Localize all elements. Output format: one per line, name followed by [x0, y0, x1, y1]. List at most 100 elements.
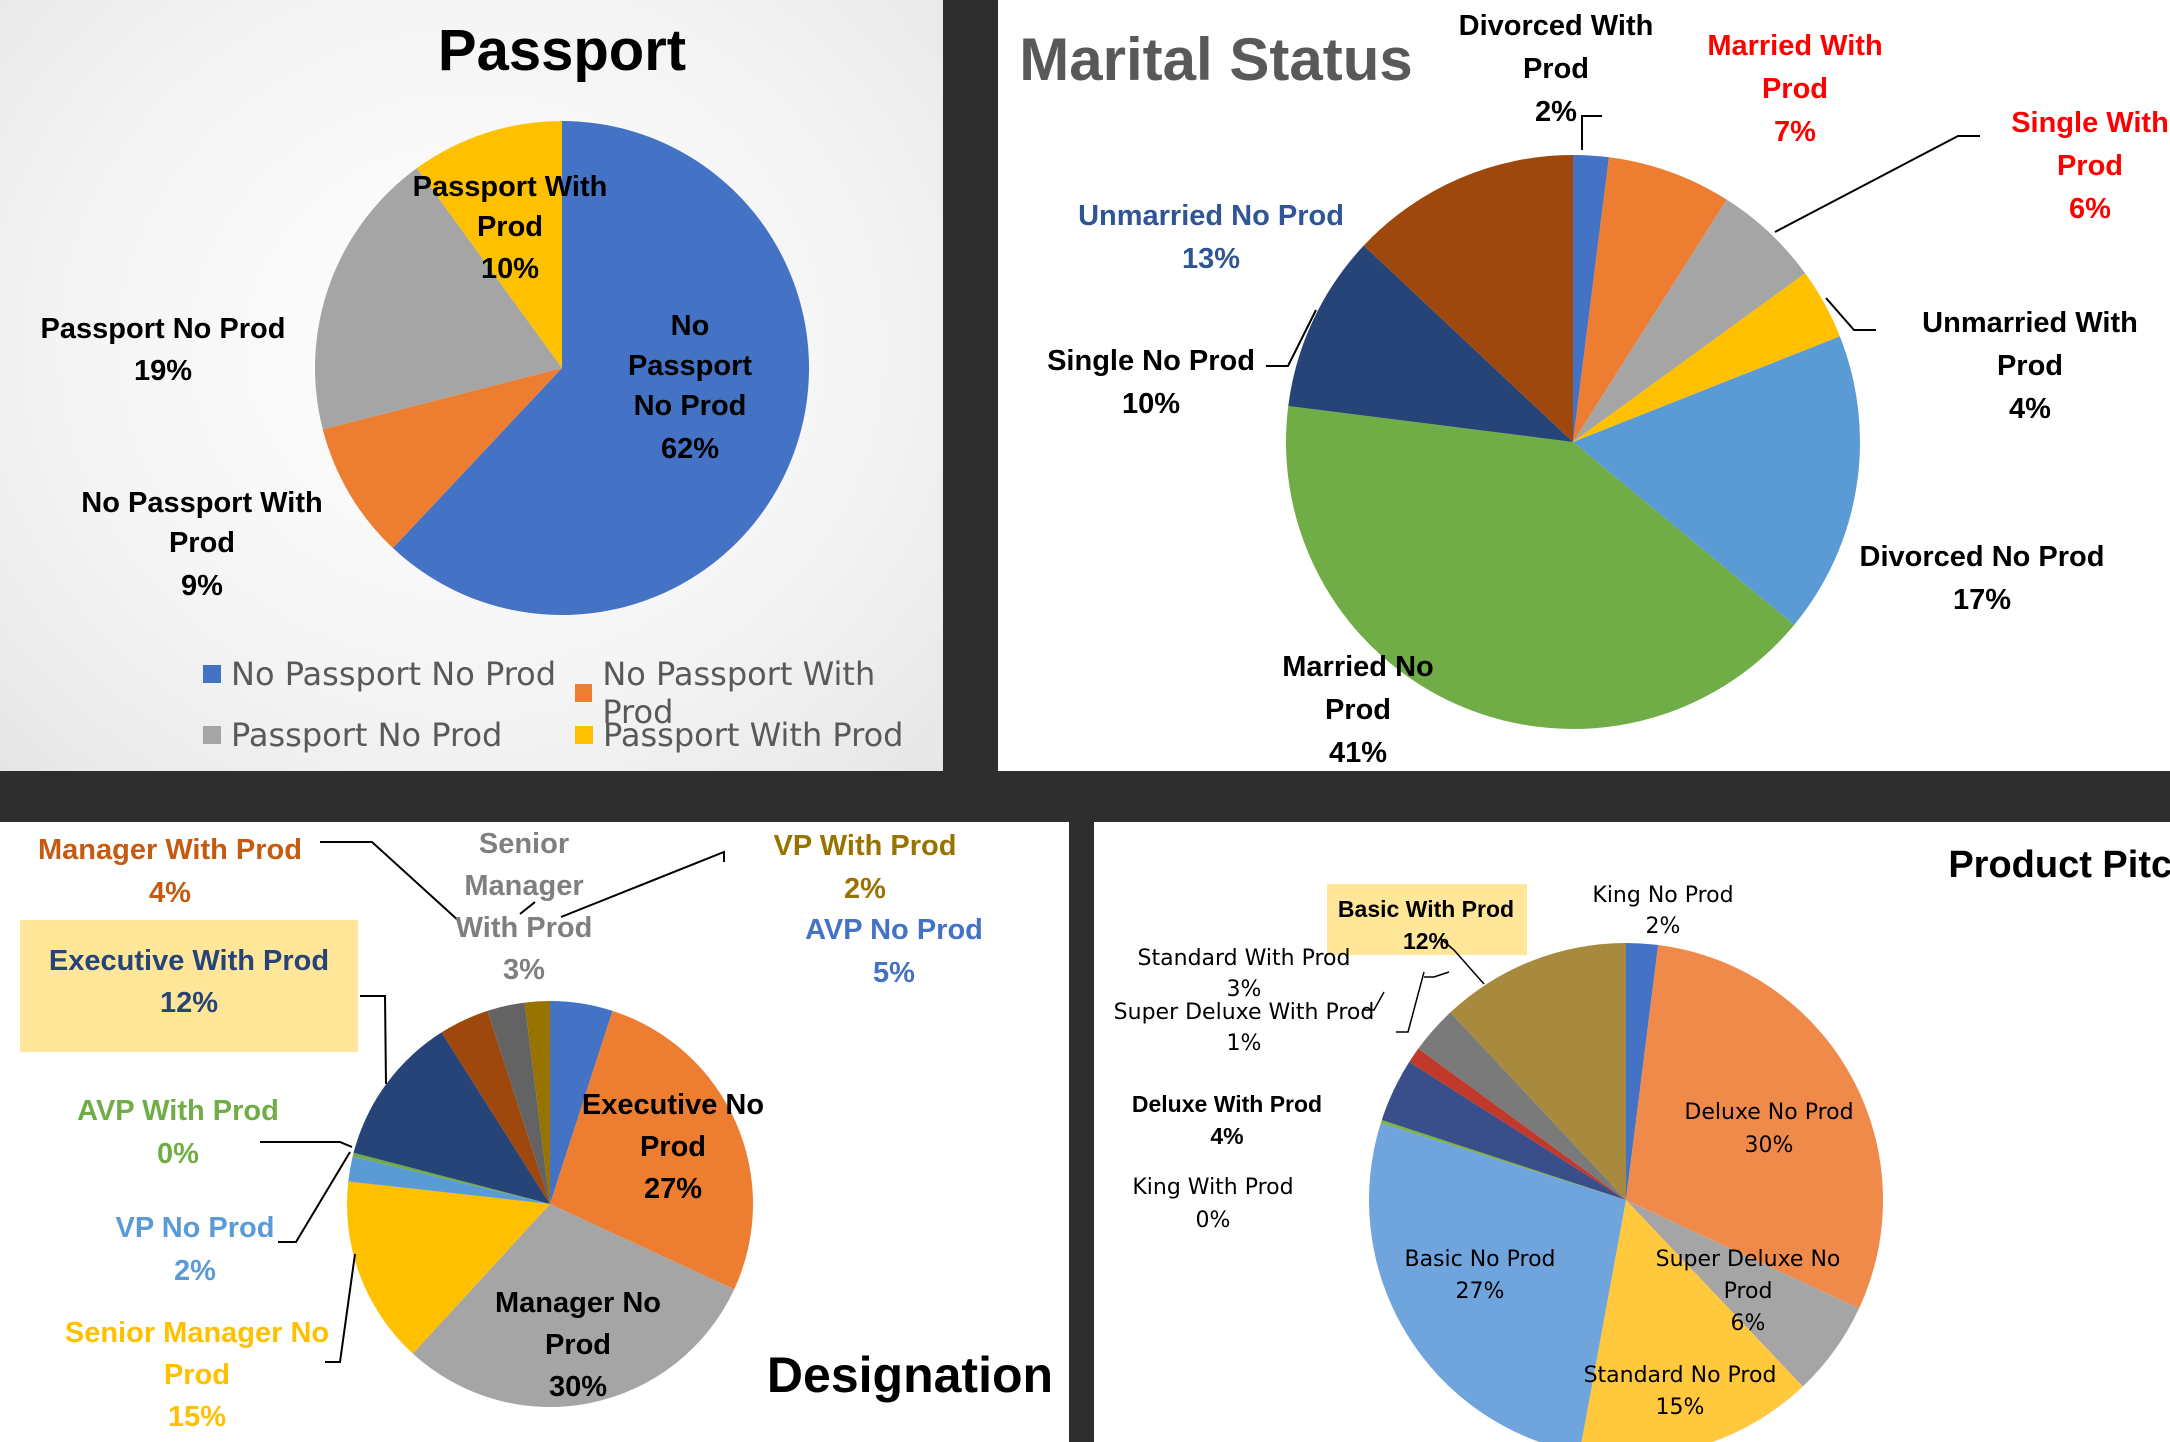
data-label: AVP No Prod	[805, 914, 983, 946]
data-label-value: 0%	[1196, 1208, 1231, 1233]
pie-slice	[416, 121, 562, 368]
chart-title: Passport	[438, 18, 686, 83]
data-label: No Passport No Prod	[628, 310, 752, 422]
pie-slice	[392, 121, 809, 616]
data-label: AVP With Prod	[77, 1095, 279, 1127]
data-label: Unmarried With Prod	[1922, 307, 2138, 382]
pie-slice	[1573, 273, 1840, 442]
data-label-value: 4%	[2009, 393, 2051, 425]
data-label: Deluxe With Prod	[1132, 1091, 1322, 1117]
pie-slice	[1409, 1048, 1626, 1200]
passport-chart-panel: Passport No Passport No Prod 62% Passport …	[0, 0, 943, 771]
data-label: Divorced No Prod	[1860, 541, 2105, 573]
pie-slice	[550, 1001, 613, 1204]
data-label-value: 2%	[1535, 96, 1577, 128]
data-label-value: 0%	[157, 1138, 199, 1170]
pie-slice	[412, 1204, 735, 1408]
data-label: Standard No Prod	[1584, 1363, 1777, 1388]
legend-swatch	[203, 726, 221, 744]
pie-slice	[550, 1010, 754, 1290]
data-label: Unmarried No Prod	[1078, 200, 1344, 232]
passport-pie-svg: Passport No Passport No Prod 62% Passport …	[41, 18, 809, 616]
pie-slice	[487, 1002, 550, 1204]
chart-title: Marital Status	[1019, 26, 1412, 93]
designation-chart-panel: Manager With Prod 4% Senior Manager With P…	[0, 822, 1069, 1442]
pie-slice	[1581, 1200, 1803, 1442]
legend-label: Passport With Prod	[603, 716, 904, 754]
data-label: Executive With Prod	[49, 945, 329, 977]
pie-slice	[1573, 155, 1609, 442]
data-label-value: 41%	[1329, 737, 1387, 769]
data-label: Divorced With Prod	[1459, 10, 1654, 85]
data-label-value: 62%	[661, 433, 719, 465]
leader-lines	[1266, 115, 1980, 367]
data-label-value: 7%	[1774, 116, 1816, 148]
pie-slice	[1573, 336, 1861, 625]
data-label-value: 3%	[503, 954, 545, 986]
data-label: No Passport With Prod	[81, 487, 322, 559]
label-highlight-box	[1327, 884, 1527, 955]
pie-slice	[1368, 1123, 1626, 1442]
legend-swatch	[575, 684, 593, 702]
marital-chart-panel: Marital Status Divorced With Prod 2% Marr…	[998, 0, 2170, 771]
data-label: Passport No Prod	[41, 313, 286, 345]
designation-pie-svg: Manager With Prod 4% Senior Manager With P…	[20, 828, 1053, 1433]
data-label-value: 6%	[2069, 193, 2111, 225]
data-label: Senior Manager With Prod	[456, 828, 593, 944]
pie-slice	[1626, 945, 1884, 1309]
pie-slice	[441, 1010, 550, 1204]
data-label: Deluxe No Prod	[1684, 1100, 1853, 1125]
data-label: Executive No Prod	[582, 1089, 764, 1163]
pie-slice	[1573, 157, 1727, 442]
data-label-value: 30%	[1745, 1133, 1794, 1158]
pie-slice	[322, 368, 562, 549]
data-label: Single No Prod	[1047, 345, 1255, 377]
pie-slice	[1418, 1012, 1626, 1200]
data-label: Super Deluxe No Prod	[1656, 1247, 1841, 1304]
data-label-value: 6%	[1731, 1311, 1766, 1336]
marital-pie-svg: Marital Status Divorced With Prod 2% Marr…	[1019, 10, 2169, 769]
data-label-value: 12%	[1403, 928, 1449, 954]
legend-label: No Passport No Prod	[231, 655, 557, 693]
data-label: Manager No Prod	[495, 1287, 661, 1361]
data-label-value: 5%	[873, 957, 915, 989]
data-label-value: 9%	[181, 570, 223, 602]
data-label: Basic With Prod	[1338, 896, 1514, 922]
data-label-value: 10%	[481, 253, 539, 285]
data-label-value: 2%	[174, 1255, 216, 1287]
data-label: VP No Prod	[116, 1212, 275, 1244]
leader-lines	[1362, 937, 1485, 1033]
pie-slice	[348, 1156, 550, 1204]
product-pie-svg: Product Pitched Basic With Prod 12% King…	[1114, 844, 2170, 1442]
data-label-value: 4%	[149, 877, 191, 909]
pie-slice	[314, 168, 562, 430]
data-label: King With Prod	[1132, 1175, 1293, 1200]
pie-slice	[524, 1001, 550, 1204]
pie-slice	[1288, 245, 1573, 442]
data-label-value: 3%	[1227, 977, 1262, 1002]
pie-slice	[1380, 1119, 1626, 1200]
data-label-value: 17%	[1953, 584, 2011, 616]
legend-swatch	[575, 726, 593, 744]
pie-slice	[353, 1032, 550, 1204]
pie-slice	[1573, 199, 1806, 442]
legend-label: No Passport With Prod	[602, 655, 876, 731]
pie-slice	[352, 1152, 550, 1204]
data-label-value: 15%	[1656, 1395, 1705, 1420]
label-highlight-box	[20, 920, 358, 1052]
data-label-value: 15%	[168, 1401, 226, 1433]
data-label: King No Prod	[1592, 883, 1733, 908]
data-label-value: 12%	[160, 987, 218, 1019]
data-label-value: 10%	[1122, 388, 1180, 420]
pie-slice	[1285, 406, 1795, 730]
chart-title: Designation	[767, 1347, 1053, 1403]
data-label-value: 4%	[1210, 1123, 1243, 1149]
data-label-value: 2%	[1646, 914, 1681, 939]
pie-slice	[346, 1181, 550, 1354]
data-label-value: 30%	[549, 1371, 607, 1403]
chart-title: Product Pitched	[1948, 844, 2170, 886]
legend-item: No Passport No Prod	[203, 655, 556, 693]
data-label: Married No Prod	[1282, 651, 1433, 726]
pie-slice	[1626, 943, 1659, 1200]
pie-slice	[1626, 1200, 1859, 1387]
